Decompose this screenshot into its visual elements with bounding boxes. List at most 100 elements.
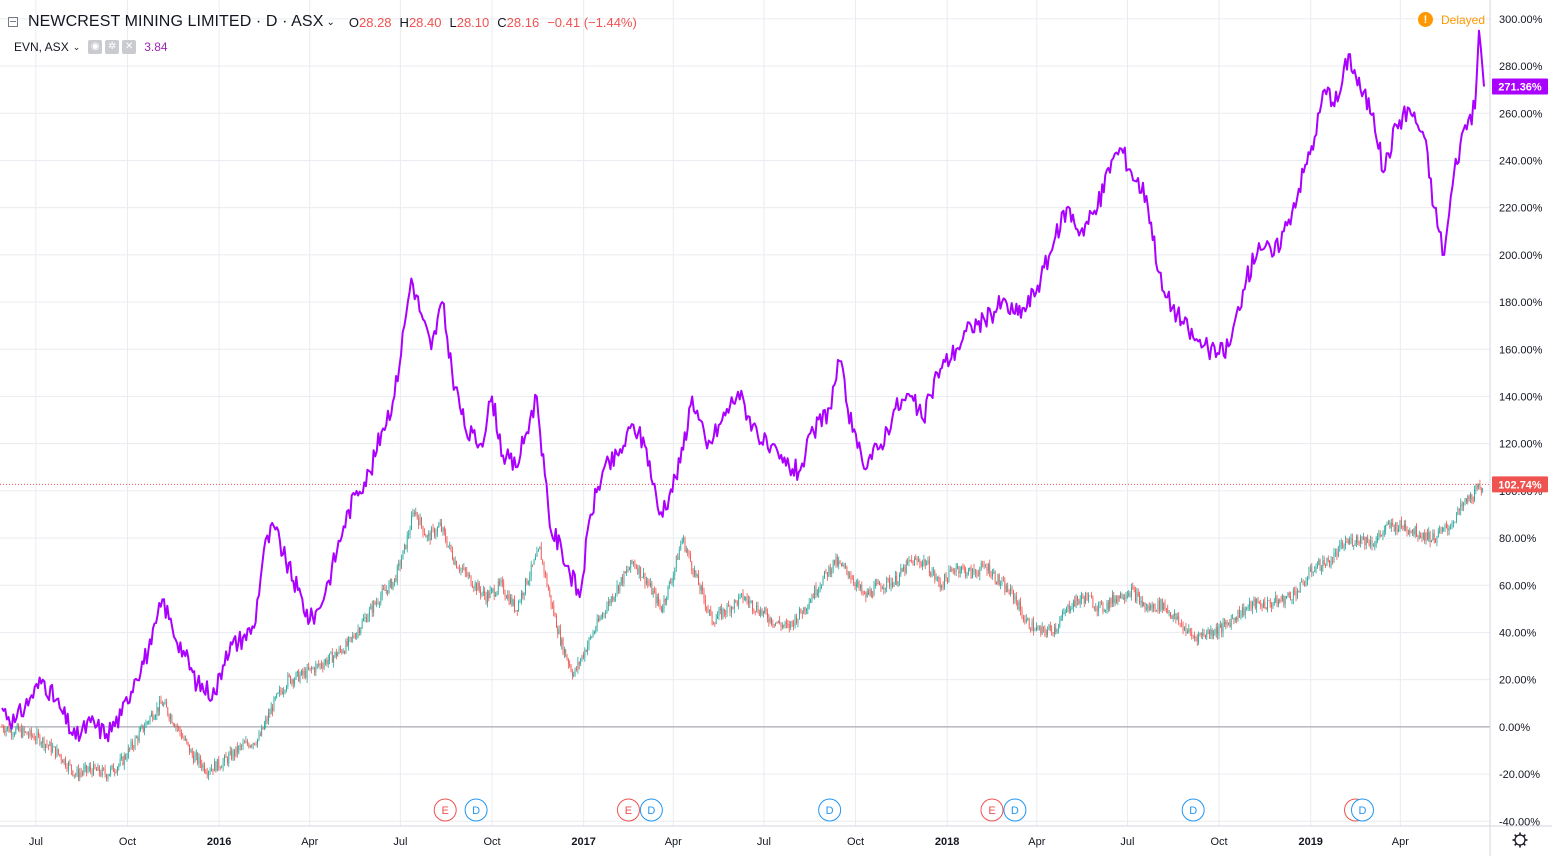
candle-body — [1340, 542, 1342, 545]
candle-body — [1140, 600, 1142, 604]
candle-body — [1277, 600, 1279, 606]
candle-body — [977, 574, 979, 576]
gear-icon[interactable]: ✲ — [105, 40, 120, 54]
candle-body — [927, 560, 929, 564]
candle-body — [1347, 541, 1349, 544]
candle-body — [1250, 601, 1252, 610]
candle-body — [706, 606, 708, 609]
candle-body — [447, 545, 449, 547]
candle-body — [587, 645, 589, 652]
y-tick-label: 200.00% — [1499, 250, 1543, 262]
candle-body — [1417, 536, 1419, 538]
candle-body — [560, 629, 561, 645]
candle-body — [1336, 552, 1338, 557]
candle-body — [1379, 533, 1381, 535]
close-icon[interactable]: ✕ — [122, 40, 137, 54]
candle-body — [296, 671, 298, 673]
candle-body — [1129, 593, 1131, 597]
chevron-down-icon[interactable]: ⌄ — [326, 16, 335, 28]
candle-body — [1198, 633, 1200, 642]
candle-body — [488, 592, 490, 598]
candle-body — [379, 602, 380, 604]
candle-body — [620, 577, 622, 583]
candle-body — [1357, 536, 1359, 542]
candle-body — [997, 574, 999, 585]
candle-body — [495, 595, 496, 597]
candle-body — [25, 731, 27, 733]
candle-body — [970, 567, 972, 578]
candle-body — [262, 727, 264, 730]
candle-body — [832, 559, 834, 570]
candle-body — [922, 562, 923, 566]
candle-body — [569, 664, 571, 666]
candle-body — [536, 551, 538, 557]
candle-body — [631, 560, 633, 564]
candle-body — [1036, 627, 1037, 631]
candle-body — [1478, 484, 1479, 487]
candle-body — [1458, 508, 1460, 511]
compare-symbol-label[interactable]: EVN, ASX — [14, 40, 69, 54]
candle-body — [1296, 591, 1298, 598]
candle-body — [908, 559, 910, 563]
candle-body — [678, 549, 680, 560]
candle-body — [396, 566, 398, 582]
settings-gear-icon[interactable] — [1512, 832, 1528, 848]
candle-body — [959, 570, 961, 574]
candle-body — [930, 573, 932, 576]
grid-layer — [0, 0, 1490, 826]
candle-body — [1062, 612, 1063, 618]
candle-body — [843, 564, 845, 567]
y-tick-label: 260.00% — [1499, 108, 1543, 120]
candle-body — [78, 768, 79, 778]
candle-body — [622, 577, 623, 584]
candle-body — [164, 702, 166, 704]
candle-body — [288, 674, 290, 677]
candle-body — [1358, 541, 1360, 544]
candle-body — [403, 544, 405, 551]
candle-body — [73, 774, 75, 776]
candle-body — [1335, 552, 1336, 554]
dividend-marker: D — [1350, 798, 1374, 822]
candle-body — [533, 559, 535, 565]
collapse-legend-icon[interactable] — [8, 17, 18, 27]
candle-body — [1215, 626, 1217, 634]
candle-body — [1393, 525, 1395, 532]
candle-body — [874, 583, 876, 586]
y-tick-label: -20.00% — [1499, 769, 1540, 781]
x-tick-label: Apr — [665, 836, 682, 848]
candle-body — [1424, 532, 1426, 541]
candle-body — [1226, 622, 1228, 624]
earnings-marker: E — [616, 798, 640, 822]
candle-body — [257, 739, 258, 745]
candle-body — [1280, 600, 1282, 602]
candle-body — [1020, 601, 1021, 611]
eye-icon[interactable]: ◉ — [88, 40, 103, 54]
candle-body — [2, 726, 4, 731]
delayed-status[interactable]: ! Delayed — [1418, 12, 1485, 27]
candle-body — [311, 667, 312, 669]
chevron-down-icon[interactable]: ⌄ — [72, 41, 81, 52]
candle-body — [1299, 582, 1301, 593]
y-tick-label: 20.00% — [1499, 675, 1537, 687]
candle-body — [670, 582, 672, 584]
candle-body — [675, 556, 677, 568]
candle-body — [824, 570, 825, 578]
candle-body — [103, 767, 105, 770]
candle-body — [729, 606, 731, 613]
candle-body — [341, 650, 343, 653]
candle-body — [879, 581, 880, 586]
candle-body — [1025, 619, 1027, 623]
price-tag-ncm: 102.74% — [1492, 476, 1548, 493]
dividend-marker: D — [1181, 798, 1205, 822]
candle-body — [1034, 630, 1036, 632]
candle-body — [59, 754, 61, 756]
symbol-title[interactable]: NEWCREST MINING LIMITED · D · ASX — [28, 13, 324, 30]
candle-body — [967, 568, 969, 574]
candle-body — [91, 770, 93, 776]
candle-body — [387, 590, 389, 594]
candle-body — [1377, 537, 1378, 540]
candle-body — [1086, 593, 1088, 601]
series-evn-line — [1, 29, 1485, 743]
